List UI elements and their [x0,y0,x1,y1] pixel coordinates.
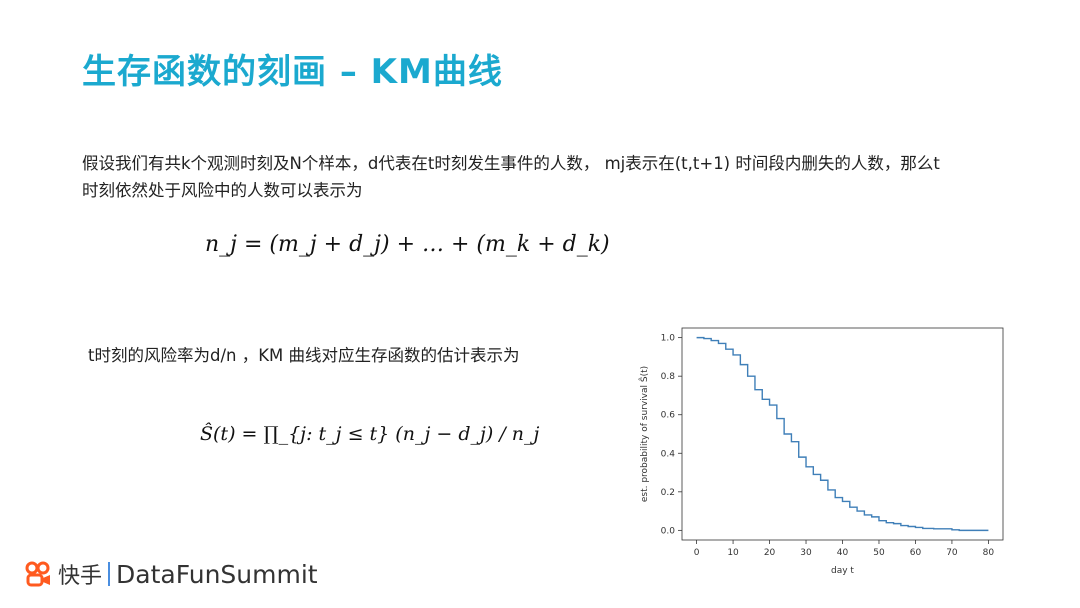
x-tick-label: 20 [764,548,776,558]
event-name: DataFunSummit [116,559,318,589]
y-tick-label: 0.4 [661,449,676,459]
km-estimator-equation: Ŝ(t) = ∏_{j: t_j ≤ t} (n_j − d_j) / n_j [200,423,540,445]
x-tick-label: 10 [727,548,739,558]
y-tick-label: 0.8 [661,372,676,382]
logo-divider [108,562,111,586]
footer-logo: 快手 DataFunSummit [24,558,318,590]
x-axis-label: day t [831,566,854,576]
y-tick-label: 0.6 [661,411,676,421]
plot-frame [681,327,1004,541]
at-risk-equation: n_j = (m_j + d_j) + … + (m_k + d_k) [205,232,610,257]
y-tick-label: 1.0 [661,334,676,344]
x-tick-label: 80 [983,548,995,558]
slide-title: 生存函数的刻画 – KM曲线 [82,52,503,92]
x-tick-label: 60 [910,548,922,558]
kuaishou-logo-icon [25,561,50,587]
y-tick-label: 0.2 [661,488,675,498]
x-tick-label: 70 [946,548,958,558]
intro-paragraph: 假设我们有共k个观测时刻及N个样本，d代表在t时刻发生事件的人数， mj表示在(… [82,154,940,200]
x-tick-label: 40 [837,548,849,558]
x-tick-label: 0 [694,548,700,558]
survival-step-line [696,336,989,532]
brand-name: 快手 [58,564,103,589]
hazard-text: t时刻的风险率为d/n ，KM 曲线对应生存函数的估计表示为 [88,346,520,365]
x-tick-label: 30 [800,548,812,558]
y-tick-label: 0.0 [661,526,676,536]
x-tick-label: 50 [873,548,885,558]
km-survival-chart: 0 10 20 30 40 50 60 70 80 0.0 0.2 0.4 0.6 0.8 1.0 day t… [638,327,1004,576]
y-axis-label: est. probability of survival Ŝ(t) [638,366,650,502]
